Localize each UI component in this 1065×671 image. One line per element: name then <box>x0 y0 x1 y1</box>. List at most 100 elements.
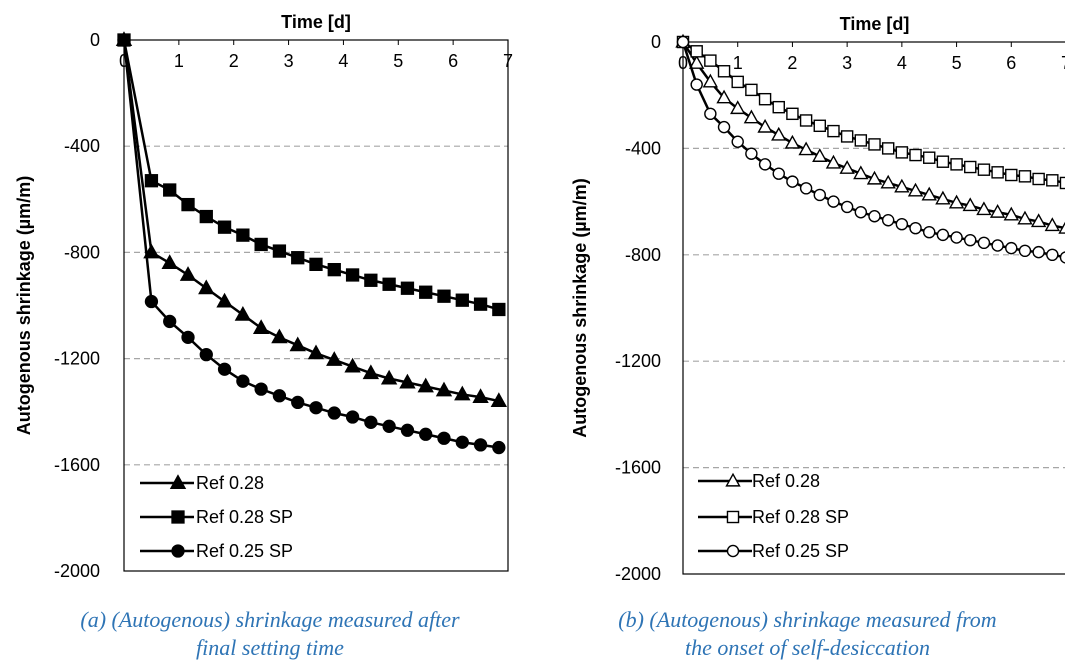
data-point-b-2-26 <box>1032 245 1045 259</box>
data-point-b-2-1 <box>690 78 703 91</box>
x-tick-label-b-0: 0 <box>678 53 688 73</box>
data-point-b-1-28 <box>1059 176 1065 190</box>
data-point-a-1-14 <box>382 277 396 291</box>
data-point-a-1-20 <box>492 302 506 317</box>
data-point-a-2-4 <box>199 347 213 362</box>
data-point-a-2-20 <box>492 440 506 455</box>
y-axis-label-a: Autogenous shrinkage (µm/m) <box>14 176 34 435</box>
y-tick-label-a-4: -1600 <box>54 455 100 475</box>
x-tick-label-a-5: 5 <box>393 51 403 71</box>
data-point-a-1-18 <box>455 293 469 307</box>
data-point-b-1-20 <box>950 158 963 171</box>
x-tick-label-b-5: 5 <box>952 53 962 73</box>
data-point-b-0-7 <box>771 126 787 141</box>
plot-area-border-b <box>682 41 1065 575</box>
data-point-b-1-13 <box>854 134 868 147</box>
data-point-a-1-19 <box>473 297 488 311</box>
data-point-a-0-15 <box>399 373 416 389</box>
x-tick-label-b-6: 6 <box>1006 53 1016 73</box>
data-point-b-0-3 <box>716 89 732 104</box>
legend-marker-b-0 <box>725 472 741 487</box>
data-point-b-1-8 <box>786 107 799 121</box>
legend-label-a-1: Ref 0.28 SP <box>196 507 293 527</box>
data-point-b-0-5 <box>743 109 760 124</box>
legend-a: Ref 0.28 Ref 0.28 SP Ref 0.25 SP <box>140 473 293 561</box>
x-tick-label-a-3: 3 <box>284 51 294 71</box>
data-point-b-2-19 <box>936 228 950 242</box>
data-point-a-1-3 <box>181 197 195 212</box>
data-point-b-2-4 <box>731 135 744 148</box>
data-point-b-2-24 <box>1005 241 1018 255</box>
data-point-b-2-18 <box>922 225 936 239</box>
data-point-a-0-19 <box>472 388 489 404</box>
data-point-b-0-2 <box>702 73 719 88</box>
data-point-b-2-21 <box>964 233 977 247</box>
data-point-b-0-12 <box>839 160 855 174</box>
plot-series-a <box>115 31 508 455</box>
legend-label-b-1: Ref 0.28 SP <box>752 507 849 527</box>
data-point-b-2-11 <box>827 195 840 208</box>
data-point-b-1-23 <box>991 166 1004 179</box>
data-point-b-0-21 <box>962 197 978 212</box>
data-point-b-2-17 <box>909 221 922 235</box>
data-point-a-1-16 <box>419 285 433 299</box>
data-point-a-0-11 <box>326 351 343 366</box>
chart-panel-a: 0 -400 -800 -1200 -1600 -2000 0 1 2 3 4 5 6 7 Time [d]… <box>14 12 513 581</box>
data-point-a-0-4 <box>198 279 215 295</box>
data-point-a-0-6 <box>234 306 252 321</box>
data-point-b-0-8 <box>784 134 801 149</box>
data-point-b-1-5 <box>745 83 758 97</box>
data-point-b-2-10 <box>813 188 827 202</box>
data-point-b-0-25 <box>1017 210 1033 225</box>
caption-a-line2: final setting time <box>196 635 344 660</box>
data-point-b-2-6 <box>758 158 772 171</box>
data-point-b-1-10 <box>813 119 827 133</box>
data-point-b-0-16 <box>894 178 910 193</box>
plot-area-border-a <box>123 39 509 572</box>
series-line-a-0 <box>122 39 500 403</box>
data-point-b-0-6 <box>757 118 773 133</box>
legend-marker-b-2 <box>726 544 740 558</box>
legend-marker-a-0 <box>169 474 187 489</box>
data-point-a-0-2 <box>161 254 178 269</box>
data-point-a-2-6 <box>236 374 250 388</box>
data-point-a-0-3 <box>179 266 197 281</box>
x-tick-label-b-1: 1 <box>733 53 743 73</box>
data-point-a-0-8 <box>271 328 288 344</box>
data-point-a-0-20 <box>490 392 508 408</box>
caption-b: (b) (Autogenous) shrinkage measured from… <box>555 606 1060 662</box>
data-point-a-2-13 <box>364 415 378 429</box>
data-point-b-2-20 <box>950 231 963 244</box>
data-point-b-2-14 <box>868 210 881 223</box>
legend-marker-b-1 <box>726 510 740 524</box>
data-point-b-2-7 <box>772 167 785 180</box>
data-point-a-0-9 <box>289 336 306 352</box>
data-point-a-0-18 <box>454 385 471 401</box>
x-tick-label-a-6: 6 <box>448 51 458 71</box>
data-point-a-2-19 <box>473 438 488 452</box>
data-point-a-1-2 <box>163 183 177 197</box>
chart-title-b: Time [d] <box>840 14 910 34</box>
legend-label-b-0: Ref 0.28 <box>752 471 820 491</box>
data-point-b-1-17 <box>909 148 922 162</box>
x-tick-label-a-1: 1 <box>174 51 184 71</box>
data-point-b-1-26 <box>1032 172 1045 186</box>
data-point-a-1-6 <box>236 228 250 242</box>
data-point-a-0-14 <box>380 369 398 385</box>
data-point-b-2-5 <box>745 147 758 160</box>
data-point-b-1-16 <box>895 146 909 159</box>
chart-title-a: Time [d] <box>281 12 351 32</box>
legend-label-a-0: Ref 0.28 <box>196 473 264 493</box>
data-point-a-1-15 <box>400 281 415 295</box>
data-point-a-0-17 <box>435 381 453 397</box>
data-point-b-2-0 <box>676 35 690 49</box>
data-point-a-2-9 <box>291 395 305 410</box>
data-point-b-0-10 <box>812 148 828 162</box>
data-point-b-0-1 <box>688 55 705 69</box>
data-point-a-2-12 <box>345 410 360 424</box>
data-point-b-0-13 <box>853 165 869 180</box>
data-point-b-2-12 <box>840 200 854 214</box>
data-point-b-0-24 <box>1003 206 1019 221</box>
legend-label-a-2: Ref 0.25 SP <box>196 541 293 561</box>
